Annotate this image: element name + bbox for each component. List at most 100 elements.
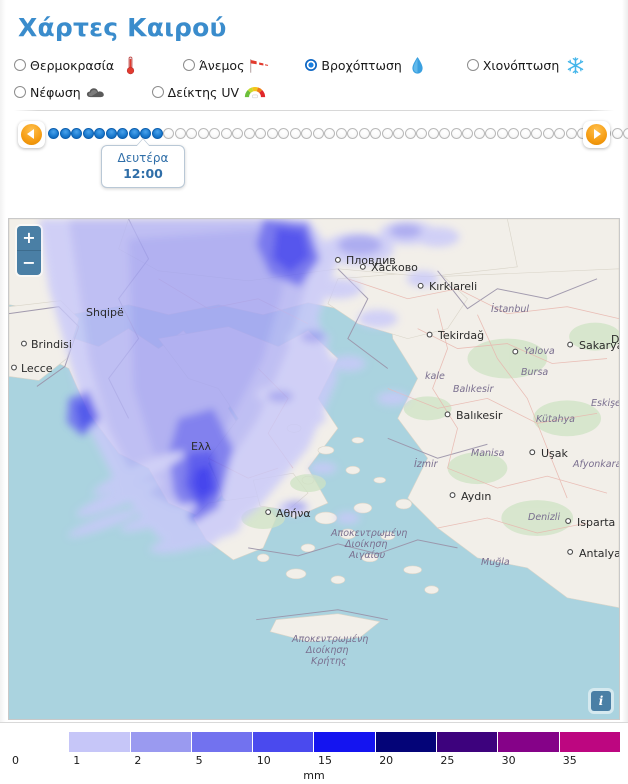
timeline-step-49[interactable] <box>611 128 623 139</box>
timeline-step-26[interactable] <box>347 128 358 139</box>
timeline-step-45[interactable] <box>565 128 577 139</box>
timeline-step-40[interactable] <box>508 128 519 139</box>
timeline-step-29[interactable] <box>381 128 393 139</box>
timeline-step-0[interactable] <box>48 128 59 139</box>
radio-precipitation[interactable] <box>305 59 318 71</box>
timeline-step-11[interactable] <box>174 128 186 139</box>
timeline-step-18[interactable] <box>255 128 266 139</box>
timeline-step-25[interactable] <box>335 128 347 139</box>
legend-swatch-10 <box>252 732 314 752</box>
divider <box>14 109 614 111</box>
timeline-step-21[interactable] <box>289 128 301 139</box>
zoom-controls[interactable]: + − <box>17 226 41 275</box>
layer-label-precipitation: Βροχόπτωση <box>321 57 402 73</box>
timeline-step-9[interactable] <box>151 128 163 139</box>
timeline-step-4[interactable] <box>94 128 105 139</box>
legend-tick-20: 20 <box>379 754 394 767</box>
layer-picker: Θερμοκρασία Άνεμος <box>0 48 628 104</box>
radio-temperature[interactable] <box>14 59 26 71</box>
radio-snowfall[interactable] <box>466 59 479 71</box>
timeline-step-1[interactable] <box>59 128 71 139</box>
snowflake-icon <box>564 55 586 75</box>
timeline-step-24[interactable] <box>324 128 335 139</box>
zoom-out-button[interactable]: − <box>17 251 41 275</box>
timeline-step-30[interactable] <box>393 128 404 139</box>
timeline-step-16[interactable] <box>232 128 243 139</box>
timeline-step-33[interactable] <box>427 128 439 139</box>
layer-option-wind[interactable]: Άνεμος <box>183 55 271 75</box>
legend-swatch-15 <box>313 732 375 752</box>
layer-label-temperature: Θερμοκρασία <box>30 57 115 73</box>
timeline-step-34[interactable] <box>439 128 450 139</box>
timeline-step-39[interactable] <box>496 128 508 139</box>
radio-wind[interactable] <box>183 59 196 71</box>
legend-tick-10: 10 <box>256 754 271 767</box>
thermometer-icon <box>119 55 141 75</box>
timeline-step-5[interactable] <box>105 128 117 139</box>
timeline-next-button[interactable] <box>583 120 610 148</box>
legend-swatch-25 <box>436 732 498 752</box>
map-info-button[interactable]: i <box>591 691 611 711</box>
timeline-step-15[interactable] <box>220 128 232 139</box>
timeline-step-38[interactable] <box>485 128 496 139</box>
layer-option-uv-index[interactable]: Δείκτης UV <box>151 82 266 102</box>
radio-cloudiness[interactable] <box>14 86 26 98</box>
timeline-tooltip: Δευτέρα 12:00 <box>101 137 185 189</box>
city-dot <box>417 282 424 289</box>
timeline-slider[interactable]: Δευτέρα 12:00 <box>0 116 628 189</box>
timeline-step-32[interactable] <box>416 128 427 139</box>
timeline-step-7[interactable] <box>128 128 140 139</box>
layer-option-snowfall[interactable]: Χιονόπτωση <box>466 55 586 75</box>
timeline-step-50[interactable] <box>623 128 628 139</box>
timeline-step-6[interactable] <box>117 128 128 139</box>
layer-option-precipitation[interactable]: Βροχόπτωση <box>305 55 428 75</box>
timeline-step-44[interactable] <box>554 128 565 139</box>
legend-tick-5: 5 <box>195 754 203 767</box>
timeline-step-27[interactable] <box>358 128 370 139</box>
legend-swatch-2 <box>129 732 191 752</box>
city-dot <box>512 348 519 355</box>
timeline-step-19[interactable] <box>266 128 278 139</box>
timeline-step-17[interactable] <box>243 128 255 139</box>
timeline-step-12[interactable] <box>186 128 197 139</box>
timeline-step-3[interactable] <box>82 128 94 139</box>
timeline-step-22[interactable] <box>301 128 312 139</box>
legend-swatch-5 <box>190 732 253 752</box>
timeline-step-37[interactable] <box>473 128 485 139</box>
zoom-in-button[interactable]: + <box>17 226 41 251</box>
weather-map[interactable]: Пловдив Хасково Kırklareli İstanbul Tekirdağ… <box>8 218 620 720</box>
city-dot <box>359 263 366 270</box>
timeline-step-31[interactable] <box>404 128 416 139</box>
city-dot <box>449 492 456 499</box>
city-dot <box>567 548 574 555</box>
timeline-step-14[interactable] <box>209 128 220 139</box>
layer-option-temperature[interactable]: Θερμοκρασία <box>14 55 141 75</box>
timeline-prev-button[interactable] <box>18 120 45 148</box>
timeline-step-28[interactable] <box>370 128 381 139</box>
city-dot <box>11 364 17 371</box>
city-dot <box>21 340 27 347</box>
timeline-step-13[interactable] <box>197 128 209 139</box>
legend-tick-labels: 0 1 2 5 10 15 20 25 30 35 <box>8 754 620 770</box>
timeline-step-20[interactable] <box>278 128 289 139</box>
chevron-left-icon <box>21 123 42 145</box>
timeline-step-35[interactable] <box>450 128 462 139</box>
timeline-step-42[interactable] <box>531 128 542 139</box>
cloud-icon <box>86 82 108 102</box>
timeline-step-36[interactable] <box>462 128 473 139</box>
legend-unit-label: mm <box>303 769 325 782</box>
legend-tick-1: 1 <box>73 754 81 767</box>
timeline-step-43[interactable] <box>542 128 554 139</box>
timeline-step-2[interactable] <box>71 128 82 139</box>
layer-option-cloudiness[interactable]: Νέφωση <box>14 82 108 102</box>
layer-row-2: Νέφωση Δείκτης UV <box>14 81 628 104</box>
timeline-step-23[interactable] <box>312 128 324 139</box>
timeline-step-41[interactable] <box>519 128 531 139</box>
timeline-steps[interactable] <box>48 122 628 146</box>
timeline-step-10[interactable] <box>163 128 174 139</box>
radio-uv-index[interactable] <box>151 86 164 98</box>
city-dot <box>444 411 451 418</box>
header: Χάρτες Καιρού <box>0 0 628 48</box>
uv-gauge-icon <box>244 82 266 102</box>
